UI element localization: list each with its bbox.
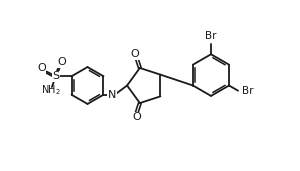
Text: N: N [108,90,116,100]
Text: O: O [131,49,140,59]
Text: O: O [58,57,66,67]
Text: O: O [37,63,46,73]
Text: Br: Br [242,86,253,96]
Text: Br: Br [205,31,217,41]
Text: O: O [132,112,141,122]
Text: NH$_2$: NH$_2$ [41,84,61,97]
Text: S: S [52,71,60,81]
